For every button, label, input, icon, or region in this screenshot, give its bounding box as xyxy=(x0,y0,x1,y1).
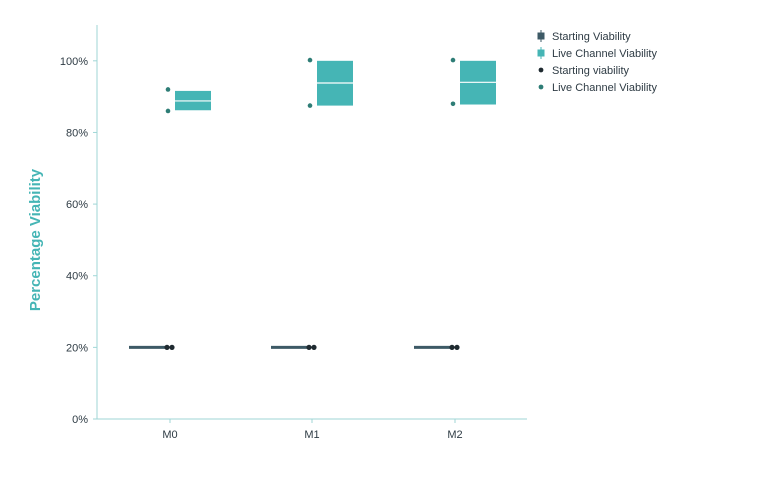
legend-label: Live Channel Viability xyxy=(552,48,657,60)
y-axis: 0% 20% 40% 60% 80% 100% xyxy=(60,25,98,426)
x-tick-label: M2 xyxy=(447,429,462,441)
legend-point-swatch xyxy=(538,84,544,90)
x-tick-label: M0 xyxy=(162,429,177,441)
starting-viability-point xyxy=(454,344,460,350)
legend-item: Starting viability xyxy=(538,65,630,77)
starting-viability-box xyxy=(271,345,307,349)
legend-box-swatch xyxy=(537,49,545,57)
y-tick-label: 80% xyxy=(66,127,88,139)
plot-area xyxy=(129,57,496,350)
y-tick-label: 40% xyxy=(66,271,88,283)
live-channel-viability-point xyxy=(165,87,171,92)
y-tick-label: 60% xyxy=(66,199,88,211)
live-channel-viability-point xyxy=(450,101,456,107)
x-tick-label: M1 xyxy=(304,429,319,441)
live-channel-viability-point xyxy=(450,57,456,63)
starting-viability-box xyxy=(414,345,450,349)
y-tick-label: 0% xyxy=(72,414,88,426)
legend-label: Live Channel Viability xyxy=(552,82,657,94)
y-axis-title: Percentage Viability xyxy=(27,168,44,311)
starting-viability-box xyxy=(129,345,165,349)
legend-label: Starting Viability xyxy=(552,31,631,43)
live-channel-viability-point xyxy=(307,103,313,108)
legend-box-swatch xyxy=(537,32,545,40)
legend: Starting Viability Live Channel Viability… xyxy=(537,30,657,94)
starting-viability-point xyxy=(169,344,175,350)
starting-viability-point xyxy=(164,344,170,350)
y-tick-label: 100% xyxy=(60,56,88,68)
live-channel-viability-point xyxy=(307,57,313,63)
y-tick-label: 20% xyxy=(66,342,88,354)
starting-viability-point xyxy=(306,344,312,350)
legend-item: Live Channel Viability xyxy=(538,82,657,94)
legend-item: Starting Viability xyxy=(537,30,631,43)
legend-point-swatch xyxy=(538,67,544,73)
x-axis: M0 M1 M2 xyxy=(97,418,527,441)
starting-viability-point xyxy=(311,344,317,350)
legend-label: Starting viability xyxy=(552,65,630,77)
legend-item: Live Channel Viability xyxy=(537,47,657,60)
live-channel-viability-point xyxy=(165,108,171,114)
starting-viability-point xyxy=(449,344,455,350)
